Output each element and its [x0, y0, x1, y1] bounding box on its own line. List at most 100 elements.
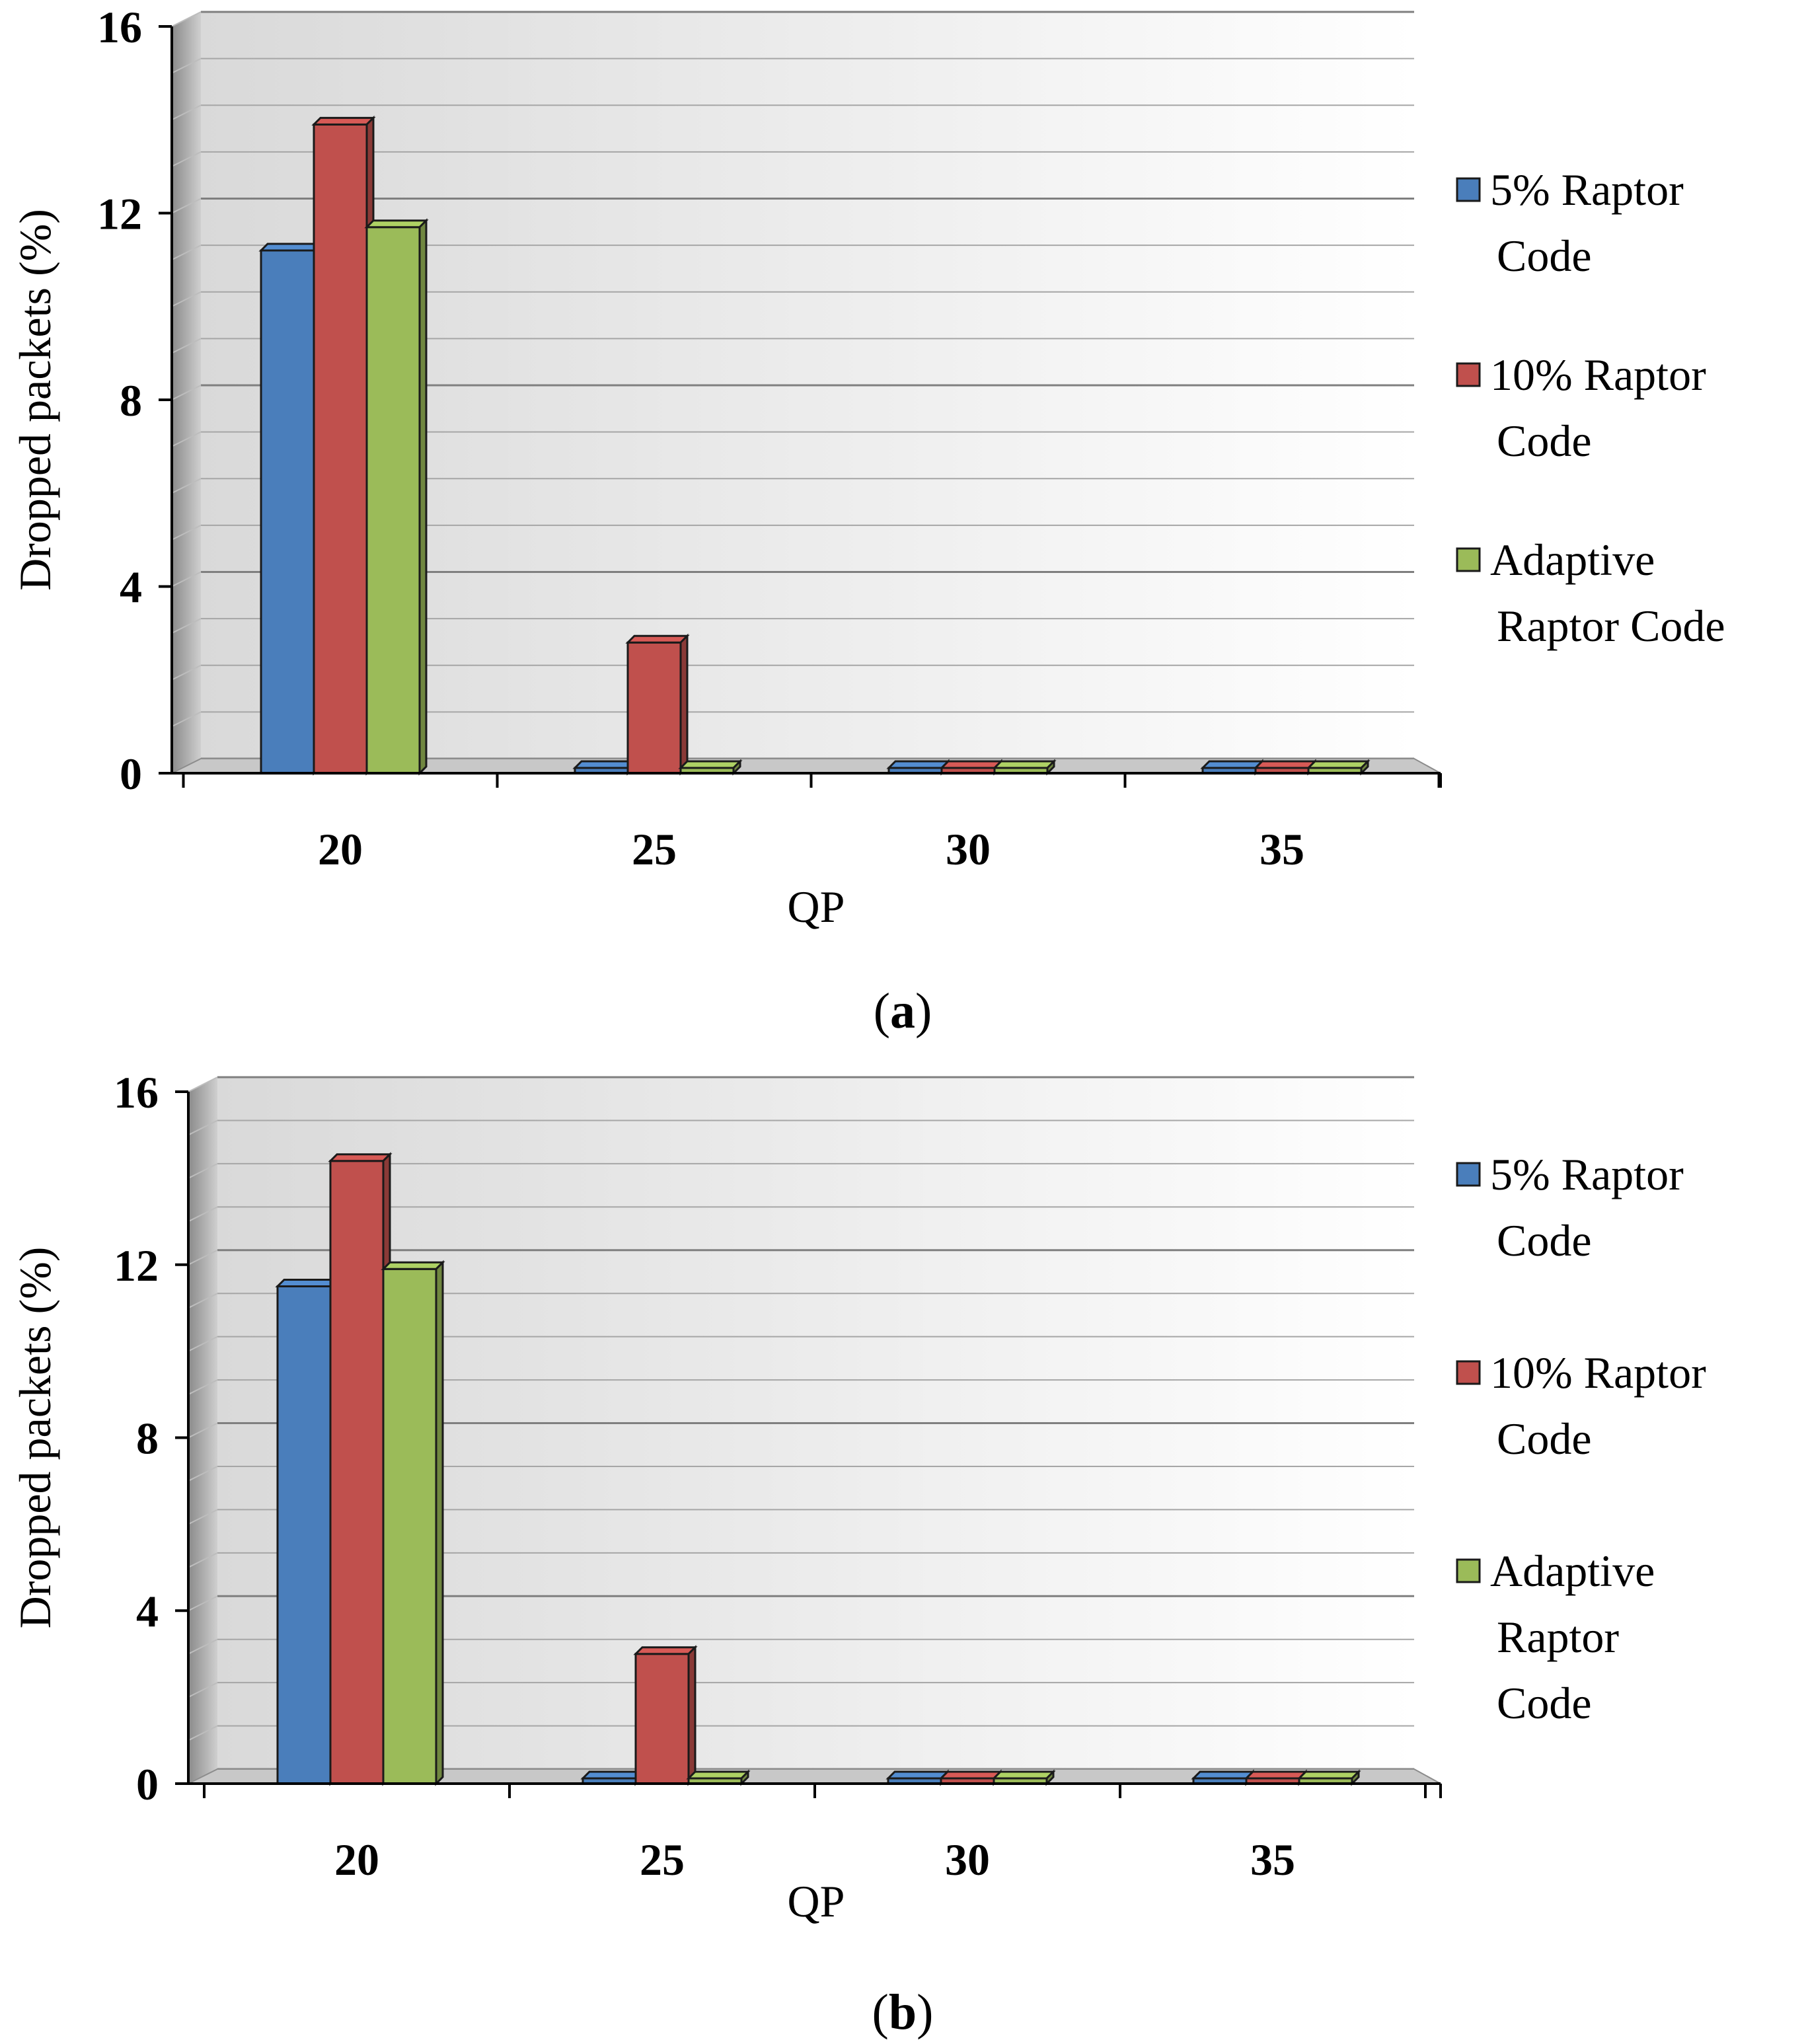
bar-top — [328, 1153, 393, 1162]
caption-label: b — [889, 1985, 917, 2040]
x-tick-label: 35 — [1250, 1835, 1295, 1885]
side-gridline — [188, 1293, 218, 1309]
side-gridline — [171, 711, 202, 728]
legend-label: Code — [1497, 1414, 1592, 1464]
bar-top — [580, 1770, 645, 1780]
bar-top — [1244, 1770, 1308, 1780]
legend-item: 5% Raptor Code — [1456, 165, 1684, 281]
y-tick-label: 0 — [120, 749, 142, 799]
bar-side — [435, 1260, 444, 1786]
side-gridline — [171, 478, 202, 494]
legend-label: 5% Raptor — [1490, 1149, 1684, 1199]
x-tick-label: 20 — [334, 1835, 379, 1885]
bar-5-raptor-code-qp-25 — [580, 1769, 645, 1786]
bar-side — [679, 633, 689, 776]
caption-label: a — [890, 983, 915, 1039]
bar-side — [1046, 759, 1055, 776]
legend-swatch — [1456, 1162, 1481, 1187]
side-gridline — [188, 1682, 218, 1698]
legend-swatch — [1456, 1360, 1481, 1385]
legend-item: 5% Raptor Code — [1456, 1149, 1684, 1266]
legend-item: 10% Raptor Code — [1456, 350, 1706, 466]
bar-top — [275, 1278, 340, 1287]
x-axis-title: QP — [788, 882, 845, 932]
y-tick-label: 8 — [136, 1414, 159, 1464]
legend-label: 5% Raptor — [1490, 165, 1684, 215]
legend-swatch — [1456, 1558, 1481, 1583]
bar-side — [1351, 1769, 1360, 1786]
side-gridline — [171, 151, 202, 167]
y-axis-title: Dropped packets (%) — [10, 209, 60, 591]
caption-paren: ) — [917, 1985, 933, 2040]
legend-label: Code — [1497, 1215, 1592, 1266]
bar-top — [1297, 1770, 1361, 1780]
side-gridline — [171, 104, 202, 121]
side-gridline — [171, 524, 202, 541]
bar-top — [678, 760, 743, 769]
bar-top — [311, 116, 376, 126]
bar-front — [626, 641, 682, 775]
side-gridline — [188, 1379, 218, 1395]
bar-top — [572, 760, 637, 769]
bar-top — [1253, 760, 1318, 769]
bar-top — [939, 760, 1004, 769]
bar-side — [732, 759, 741, 776]
legend-swatch — [1456, 362, 1481, 387]
bar-10-raptor-code-qp-30 — [938, 1769, 1003, 1786]
bar-5-raptor-code-qp-35 — [1200, 759, 1265, 776]
side-gridline — [171, 57, 202, 74]
caption-paren: ( — [872, 1985, 889, 2040]
side-gridline — [171, 338, 202, 354]
x-tick-label: 30 — [946, 824, 991, 874]
legend-label: Code — [1497, 231, 1592, 281]
bar-adaptive-raptor-code-qp-20 — [381, 1260, 445, 1786]
bar-top — [886, 760, 951, 769]
side-gridline — [188, 1422, 218, 1439]
bar-adaptive-raptor-code-qp-20 — [364, 218, 429, 776]
bar-top — [258, 243, 323, 252]
bar-front — [260, 249, 315, 775]
bar-adaptive-raptor-code-qp-25 — [678, 759, 743, 776]
bar-front — [313, 123, 368, 775]
side-gridline — [171, 431, 202, 447]
caption-paren: ( — [874, 983, 890, 1039]
side-gridline — [171, 618, 202, 634]
side-gridline — [188, 1249, 218, 1266]
side-gridline — [188, 1162, 218, 1179]
legend-label: Adaptive — [1490, 535, 1655, 585]
bar-5-raptor-code-qp-30 — [886, 759, 951, 776]
bar-top — [938, 1770, 1003, 1780]
bar-top — [686, 1770, 751, 1780]
side-gridline — [188, 1119, 218, 1136]
y-tick-label: 0 — [136, 1759, 159, 1809]
side-gridline — [188, 1725, 218, 1741]
bar-side — [1360, 759, 1369, 776]
legend-item: Adaptive Raptor Code — [1456, 1546, 1655, 1728]
bar-front — [329, 1160, 385, 1785]
bar-front — [634, 1653, 690, 1785]
legend-label: 10% Raptor — [1490, 1347, 1706, 1398]
bar-10-raptor-code-qp-20 — [328, 1152, 393, 1786]
bar-front — [365, 226, 421, 775]
legend-item: 10% Raptor Code — [1456, 1347, 1706, 1464]
bar-top — [885, 1770, 950, 1780]
bar-side — [740, 1769, 749, 1786]
bar-10-raptor-code-qp-35 — [1244, 1769, 1308, 1786]
bar-side — [1045, 1769, 1055, 1786]
side-gridline — [171, 11, 202, 27]
side-gridline — [188, 1509, 218, 1525]
side-gridline — [188, 1595, 218, 1612]
bar-5-raptor-code-qp-30 — [885, 1769, 950, 1786]
legend-label: Raptor Code — [1497, 601, 1725, 651]
side-gridline — [171, 385, 202, 400]
chart-a: 0 4 8 12 16 20 25 30 35 QP Dropped packets (%) 5% R… — [10, 2, 1725, 1039]
bar-front — [382, 1268, 437, 1785]
chart-panel-a: 0 4 8 12 16 20 25 30 35 QP Dropped packets (%) 5% R… — [10, 2, 1725, 1039]
panel-caption: (a) — [874, 983, 932, 1039]
legend-swatch — [1456, 177, 1481, 202]
bar-top — [1191, 1770, 1256, 1780]
x-tick-label: 30 — [945, 1835, 990, 1885]
y-tick-label: 4 — [136, 1586, 159, 1636]
bar-top — [991, 1770, 1056, 1780]
y-tick-label: 16 — [97, 2, 142, 52]
